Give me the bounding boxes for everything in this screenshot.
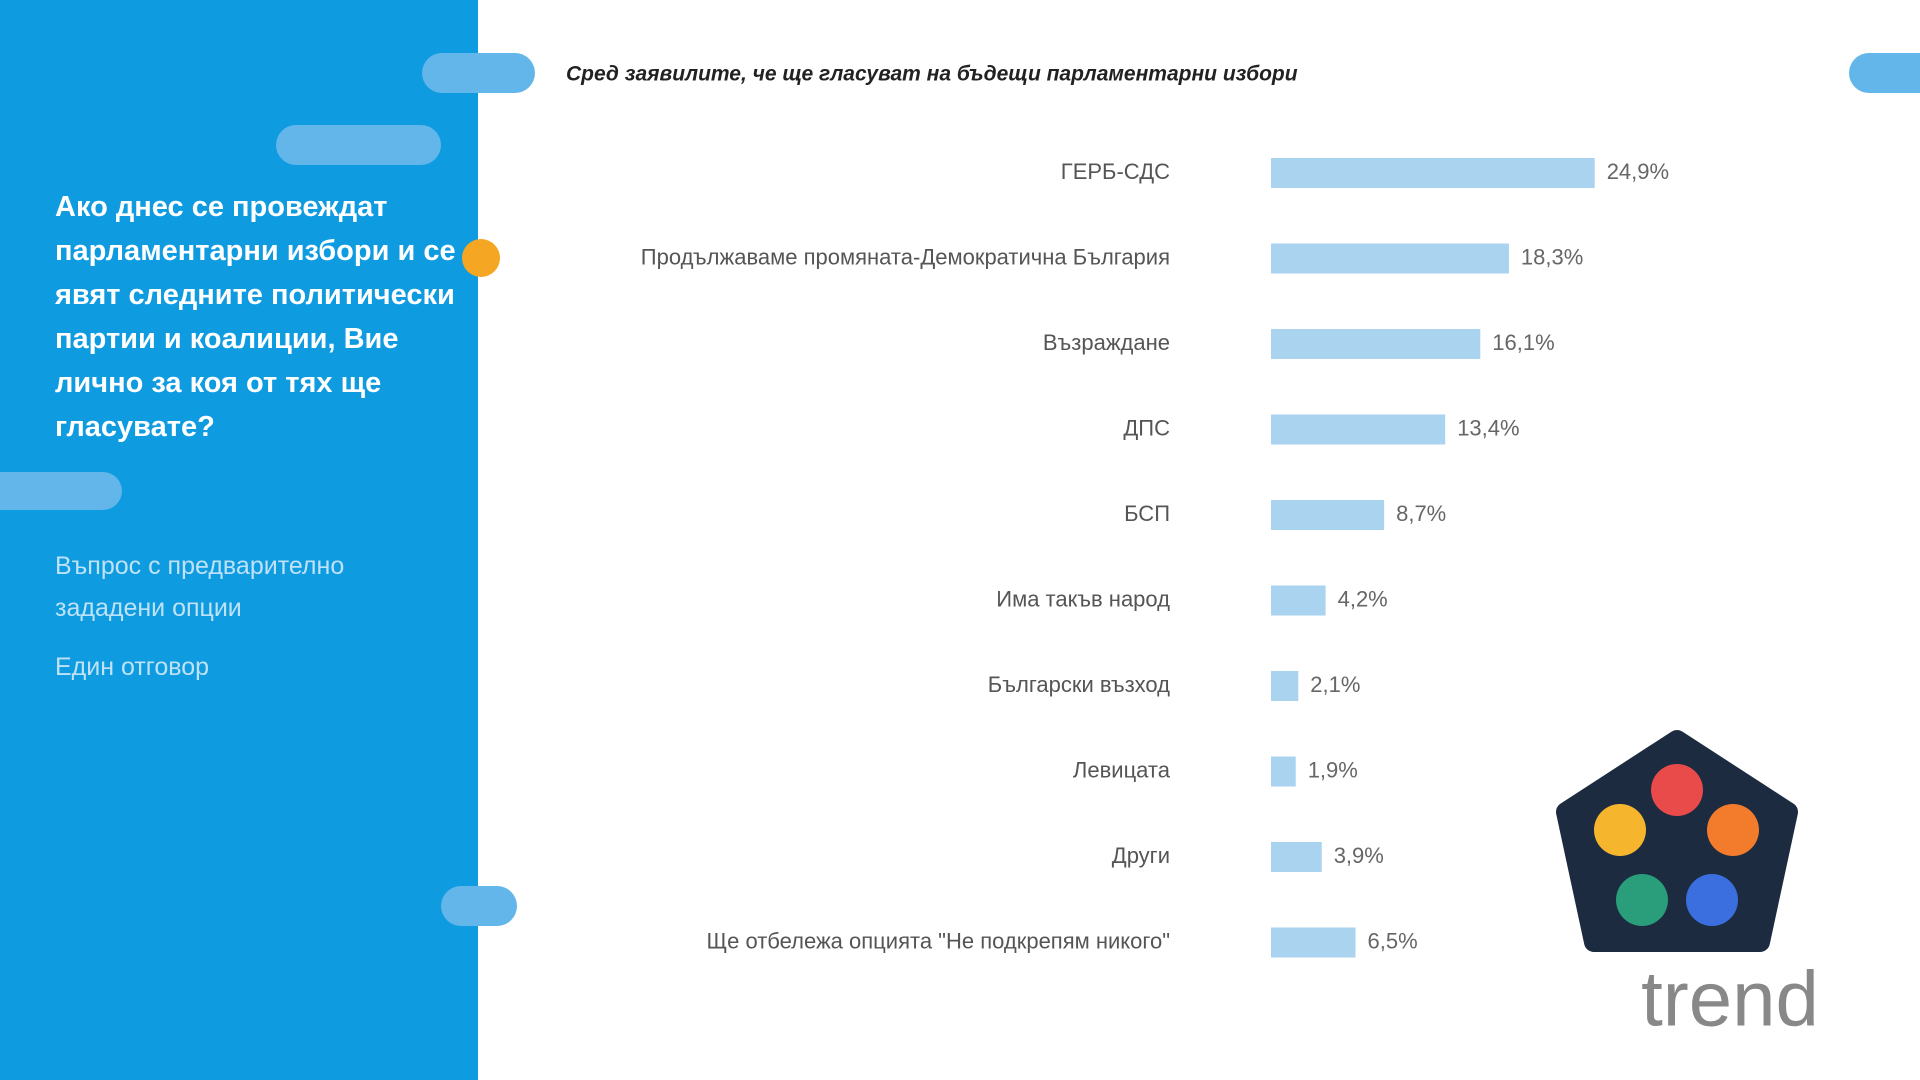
category-label: Други [1112,843,1170,868]
category-label: ДПС [1123,415,1170,440]
logo-petal [1594,804,1646,856]
pill [0,472,122,510]
answer-type: Един отговор [55,653,210,681]
value-label: 8,7% [1396,501,1446,526]
logo-petal [1686,874,1738,926]
bar [1271,927,1356,958]
chart-title: Сред заявилите, че ще гласуват на бъдещи… [566,63,1298,86]
category-label: Има такъв народ [996,586,1170,611]
value-label: 13,4% [1457,415,1519,440]
value-label: 3,9% [1334,843,1384,868]
logo-petal [1616,874,1668,926]
value-label: 16,1% [1492,330,1554,355]
category-label: Ще отбележа опцията "Не подкрепям никого… [706,928,1170,953]
question: Ако днес се провеждат парламентарни избо… [55,191,456,443]
bar [1271,158,1595,188]
value-label: 18,3% [1521,244,1583,269]
brand: trend [1641,955,1819,1043]
bar [1271,756,1296,787]
pill [276,125,441,165]
bar [1271,243,1509,274]
category-label: БСП [1124,501,1170,526]
bar [1271,585,1326,616]
dot [462,239,500,277]
pill [422,53,535,93]
value-label: 1,9% [1308,757,1358,782]
value-label: 4,2% [1338,586,1388,611]
pill [441,886,517,926]
value-label: 6,5% [1368,928,1418,953]
pill [1849,53,1920,93]
logo: trend [1556,730,1819,1043]
category-label: ГЕРБ-СДС [1061,159,1170,184]
bar [1271,329,1481,359]
bar [1271,842,1322,872]
bar [1271,671,1299,701]
logo-petal [1707,804,1759,856]
category-label: Възраждане [1043,330,1170,355]
logo-petal [1651,764,1703,816]
value-label: 2,1% [1310,672,1360,697]
side-panel [0,0,478,1080]
category-label: Български възход [988,672,1170,697]
category-label: Продължаваме промяната-Демократична Бълг… [641,244,1170,269]
bar [1271,500,1385,530]
bar [1271,414,1446,445]
category-label: Левицата [1073,757,1171,782]
note: Въпрос с предварително зададени опции [55,552,345,622]
value-label: 24,9% [1607,159,1669,184]
